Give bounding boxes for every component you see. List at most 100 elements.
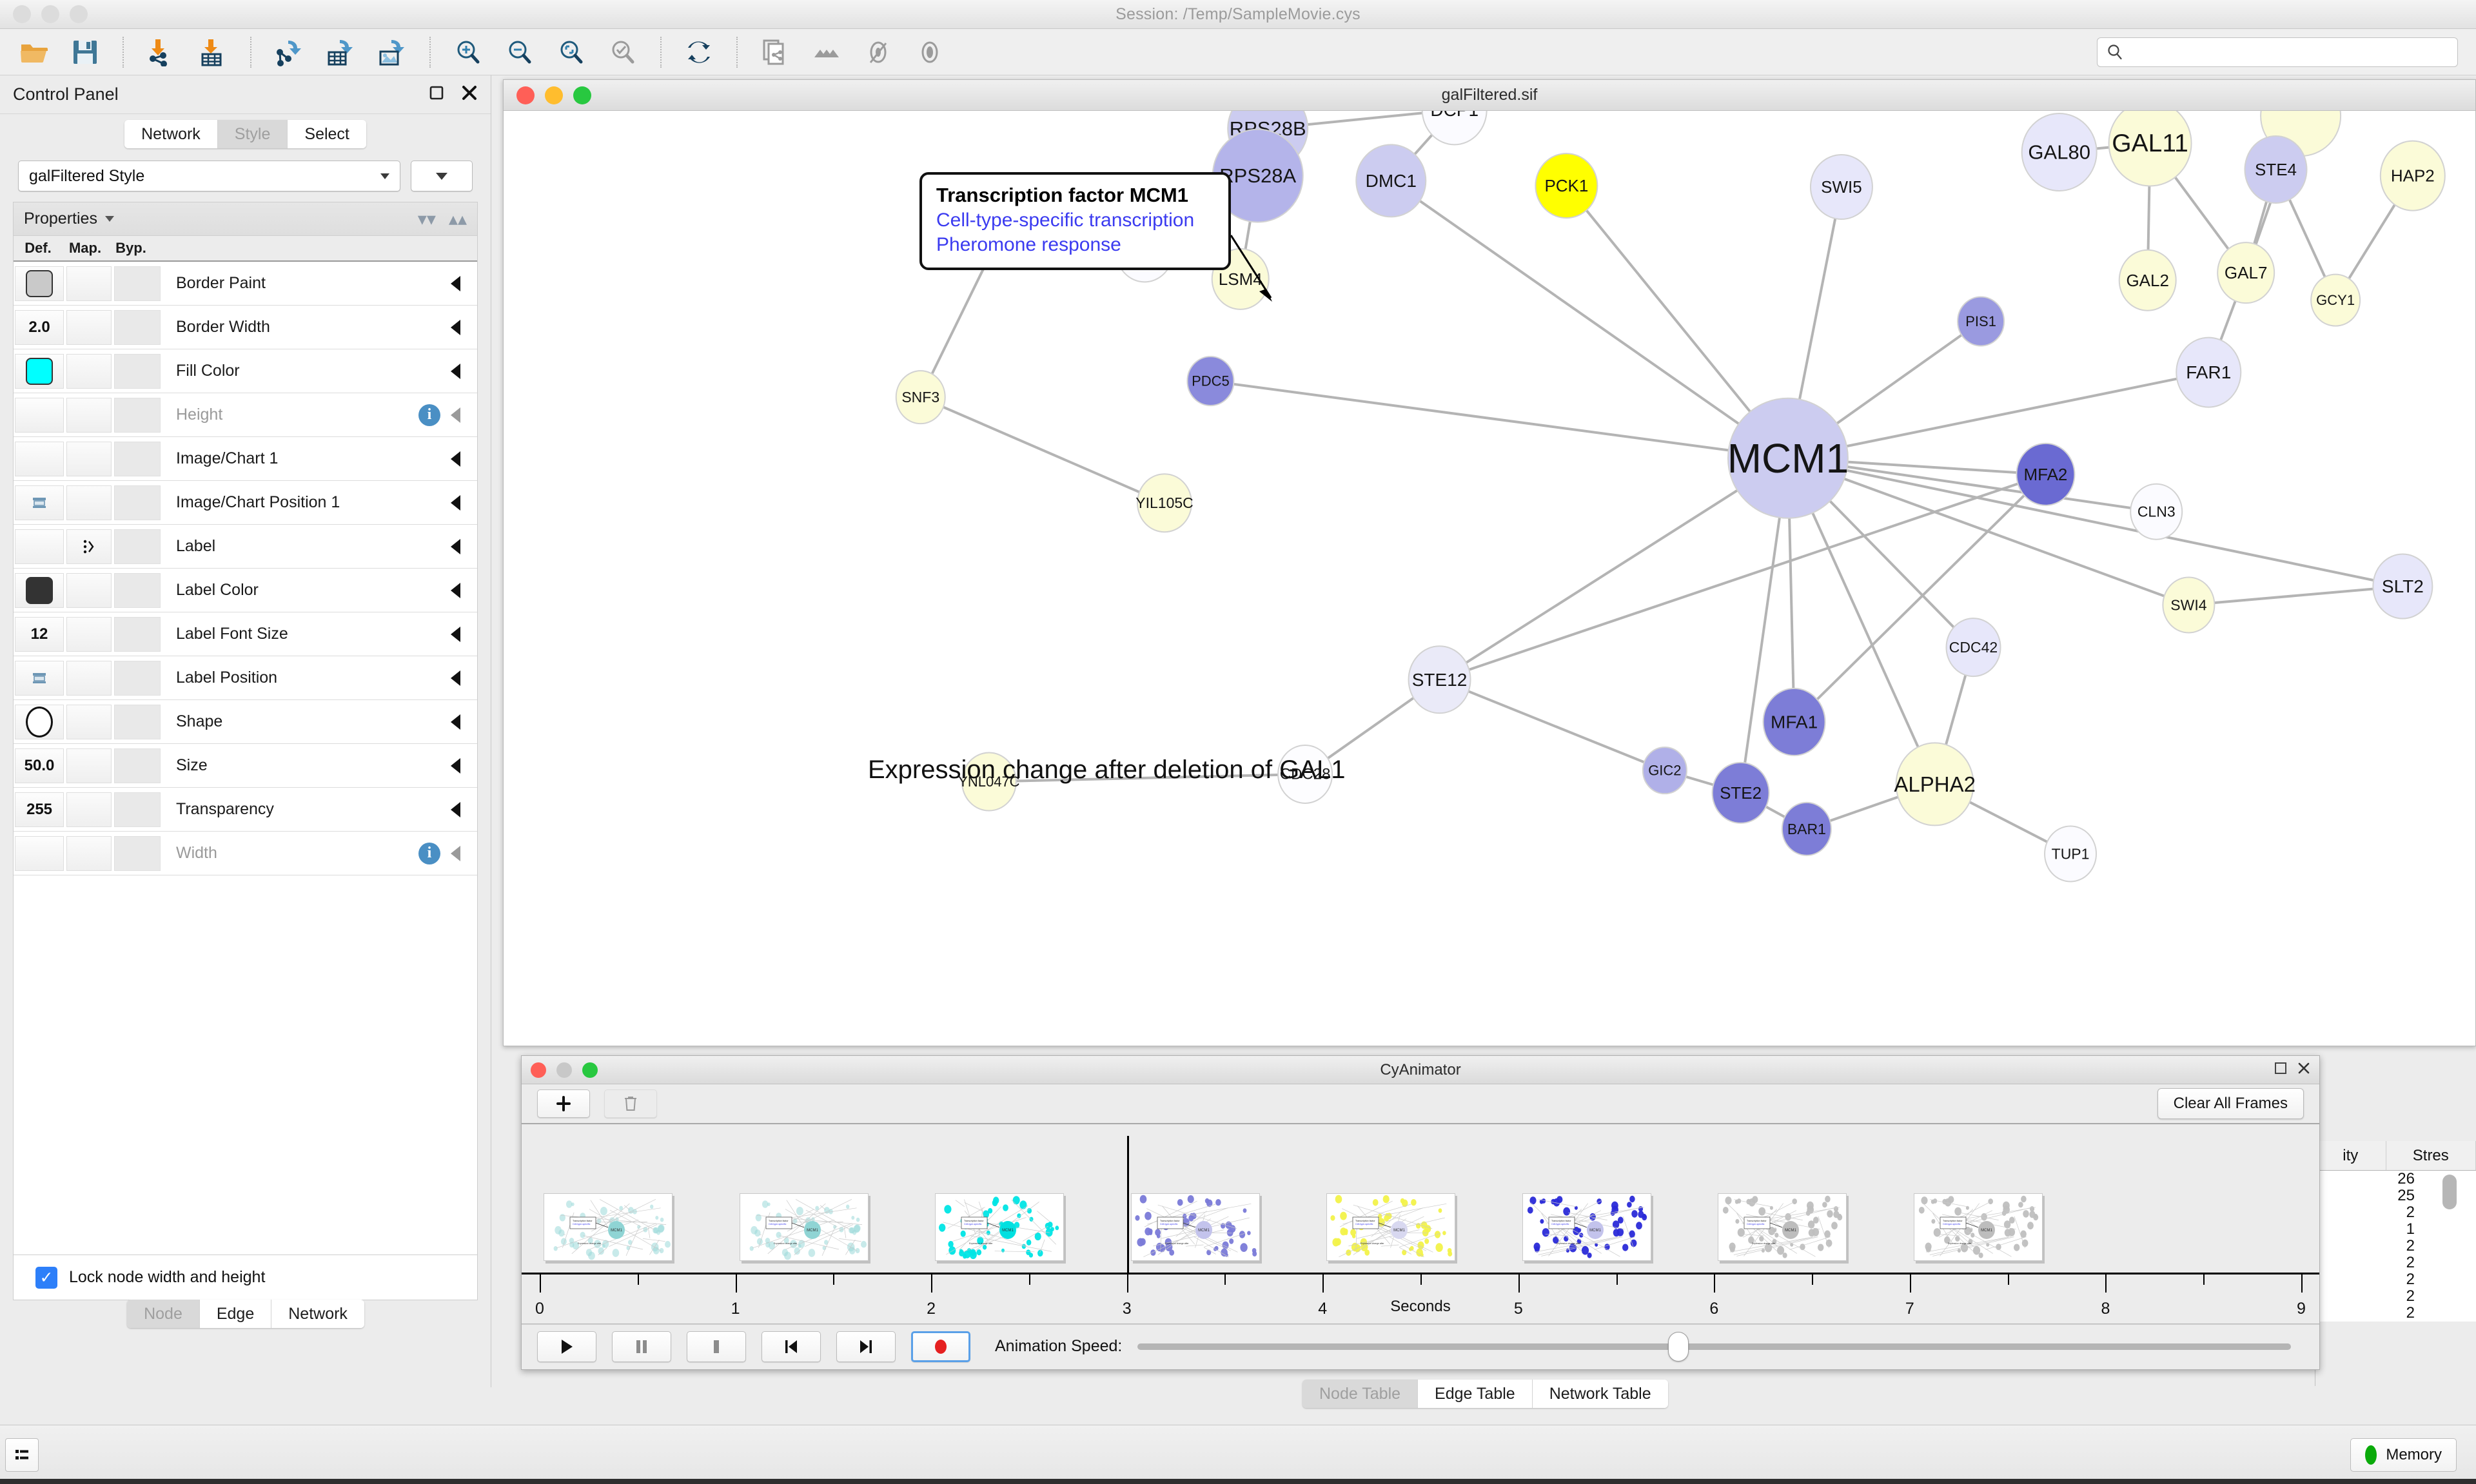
network-node[interactable]: TUP1 [2044, 825, 2098, 883]
network-edge[interactable] [1390, 179, 1789, 460]
network-node[interactable]: CLN3 [2130, 483, 2183, 540]
network-node[interactable]: MFA2 [2016, 442, 2076, 506]
network-edge[interactable] [2188, 585, 2403, 607]
property-row[interactable]: 255 Transparency [14, 788, 477, 832]
network-node[interactable]: STE12 [1408, 645, 1471, 714]
property-default-cell[interactable] [15, 353, 64, 389]
network-node[interactable]: PIS1 [1957, 296, 2005, 347]
table-row[interactable]: 26 [2315, 1170, 2476, 1187]
network-edge[interactable] [1787, 456, 2157, 513]
network-canvas[interactable]: RPS28BDCP1RPS28ADMC1PCK1SWI5GAL80GAL11ST… [504, 111, 2475, 1046]
network-node[interactable]: GAL7 [2217, 242, 2275, 304]
tab-select[interactable]: Select [288, 120, 366, 148]
next-frame-button[interactable] [836, 1331, 896, 1362]
minimize-window-button[interactable] [41, 5, 59, 23]
cyanimator-traffic-lights[interactable] [531, 1062, 598, 1078]
timeline-frame[interactable]: MCM1 Transcription factor Cell-type-specif… [935, 1193, 1065, 1261]
network-node[interactable]: STE4 [2244, 135, 2308, 204]
refresh-icon[interactable] [673, 33, 725, 72]
property-bypass-cell[interactable] [114, 485, 161, 520]
export-table-icon[interactable] [315, 33, 366, 72]
property-default-cell[interactable]: 2.0 [15, 309, 64, 345]
timeline-frame[interactable]: MCM1 Transcription factor Cell-type-specif… [1718, 1193, 1847, 1261]
network-edge[interactable] [1439, 473, 2047, 681]
timeline-frame[interactable]: MCM1 Transcription factor Cell-type-specif… [544, 1193, 673, 1261]
network-edge[interactable] [1439, 457, 1789, 681]
tab-edge[interactable]: Edge [199, 1300, 272, 1328]
network-node[interactable]: GCY1 [2310, 273, 2361, 327]
info-icon[interactable]: i [418, 404, 440, 426]
network-edge[interactable] [1787, 456, 2403, 588]
network-edge[interactable] [1793, 473, 2047, 723]
property-row[interactable]: 12 Label Font Size [14, 612, 477, 656]
property-bypass-cell[interactable] [114, 660, 161, 696]
table-row[interactable]: 2 [2315, 1271, 2476, 1288]
network-node[interactable]: BAR1 [1781, 801, 1832, 856]
timeline-frame[interactable]: MCM1 Transcription factor Cell-type-specif… [1913, 1193, 2043, 1261]
property-bypass-cell[interactable] [114, 704, 161, 739]
table-row[interactable]: 1 [2315, 1220, 2476, 1238]
slider-thumb[interactable] [1668, 1331, 1689, 1362]
property-default-cell[interactable] [15, 835, 64, 871]
property-mapping-cell[interactable] [66, 616, 112, 652]
timeline-playhead[interactable] [1126, 1136, 1129, 1273]
property-row[interactable]: Label [14, 525, 477, 569]
first-neighbors-icon[interactable] [801, 33, 852, 72]
property-row[interactable]: Border Paint [14, 262, 477, 306]
hide-selected-icon[interactable] [852, 33, 904, 72]
expand-property-icon[interactable] [451, 757, 460, 774]
expand-property-icon[interactable] [451, 714, 460, 730]
column-header-stress[interactable]: Stres [2386, 1141, 2476, 1170]
tab-node[interactable]: Node [127, 1300, 200, 1328]
network-node[interactable]: GAL11 [2108, 111, 2192, 187]
add-frame-button[interactable] [537, 1089, 590, 1118]
network-node[interactable]: GIC2 [1642, 747, 1687, 795]
maximize-window-button[interactable] [70, 5, 88, 23]
network-node[interactable]: ALPHA2 [1894, 742, 1976, 826]
table-row[interactable]: 2 [2315, 1204, 2476, 1221]
property-mapping-cell[interactable] [66, 529, 112, 564]
minimize-cyanimator-button[interactable] [556, 1062, 572, 1078]
property-row[interactable]: Fill Color [14, 349, 477, 393]
expand-property-icon[interactable] [451, 845, 460, 861]
clear-all-frames-button[interactable]: Clear All Frames [2157, 1088, 2304, 1119]
network-node[interactable]: FAR1 [2176, 337, 2242, 408]
table-row[interactable]: 25 [2315, 1187, 2476, 1204]
maximize-cyanimator-button[interactable] [582, 1062, 598, 1078]
cyanimator-timeline[interactable]: Seconds 0 1 2 3 4 5 6 7 8 9 MCM1 Transcription fact… [522, 1124, 2319, 1324]
expand-property-icon[interactable] [451, 451, 460, 467]
task-history-button[interactable] [5, 1438, 39, 1472]
expand-all-icon[interactable]: ▾▾ [417, 209, 436, 229]
property-bypass-cell[interactable] [114, 529, 161, 564]
network-node[interactable]: PDC5 [1186, 356, 1235, 407]
network-edge[interactable] [1439, 678, 1665, 772]
property-bypass-cell[interactable] [114, 266, 161, 301]
float-cyanimator-icon[interactable] [2274, 1062, 2287, 1078]
close-window-button[interactable] [13, 5, 31, 23]
network-node[interactable]: CDC42 [1945, 618, 2001, 678]
property-bypass-cell[interactable] [114, 616, 161, 652]
open-folder-icon[interactable] [8, 33, 59, 72]
property-bypass-cell[interactable] [114, 572, 161, 608]
fit-selected-icon[interactable] [597, 33, 649, 72]
zoom-in-icon[interactable] [442, 33, 494, 72]
collapse-all-icon[interactable]: ▴▴ [448, 209, 467, 229]
network-node[interactable]: MFA1 [1762, 687, 1826, 756]
pause-button[interactable] [612, 1331, 671, 1362]
property-default-cell[interactable]: 12 [15, 616, 64, 652]
property-mapping-cell[interactable] [66, 704, 112, 739]
tab-network-props[interactable]: Network [271, 1300, 364, 1328]
float-panel-icon[interactable] [429, 85, 444, 104]
expand-property-icon[interactable] [451, 670, 460, 686]
property-mapping-cell[interactable] [66, 353, 112, 389]
expand-property-icon[interactable] [451, 538, 460, 554]
import-table-icon[interactable] [187, 33, 239, 72]
timeline-frame[interactable]: MCM1 Transcription factor Cell-type-specif… [1326, 1193, 1456, 1261]
property-bypass-cell[interactable] [114, 748, 161, 783]
property-mapping-cell[interactable] [66, 792, 112, 827]
expand-property-icon[interactable] [451, 582, 460, 598]
property-row[interactable]: 2.0 Border Width [14, 306, 477, 349]
property-mapping-cell[interactable] [66, 441, 112, 476]
property-mapping-cell[interactable] [66, 660, 112, 696]
property-mapping-cell[interactable] [66, 572, 112, 608]
